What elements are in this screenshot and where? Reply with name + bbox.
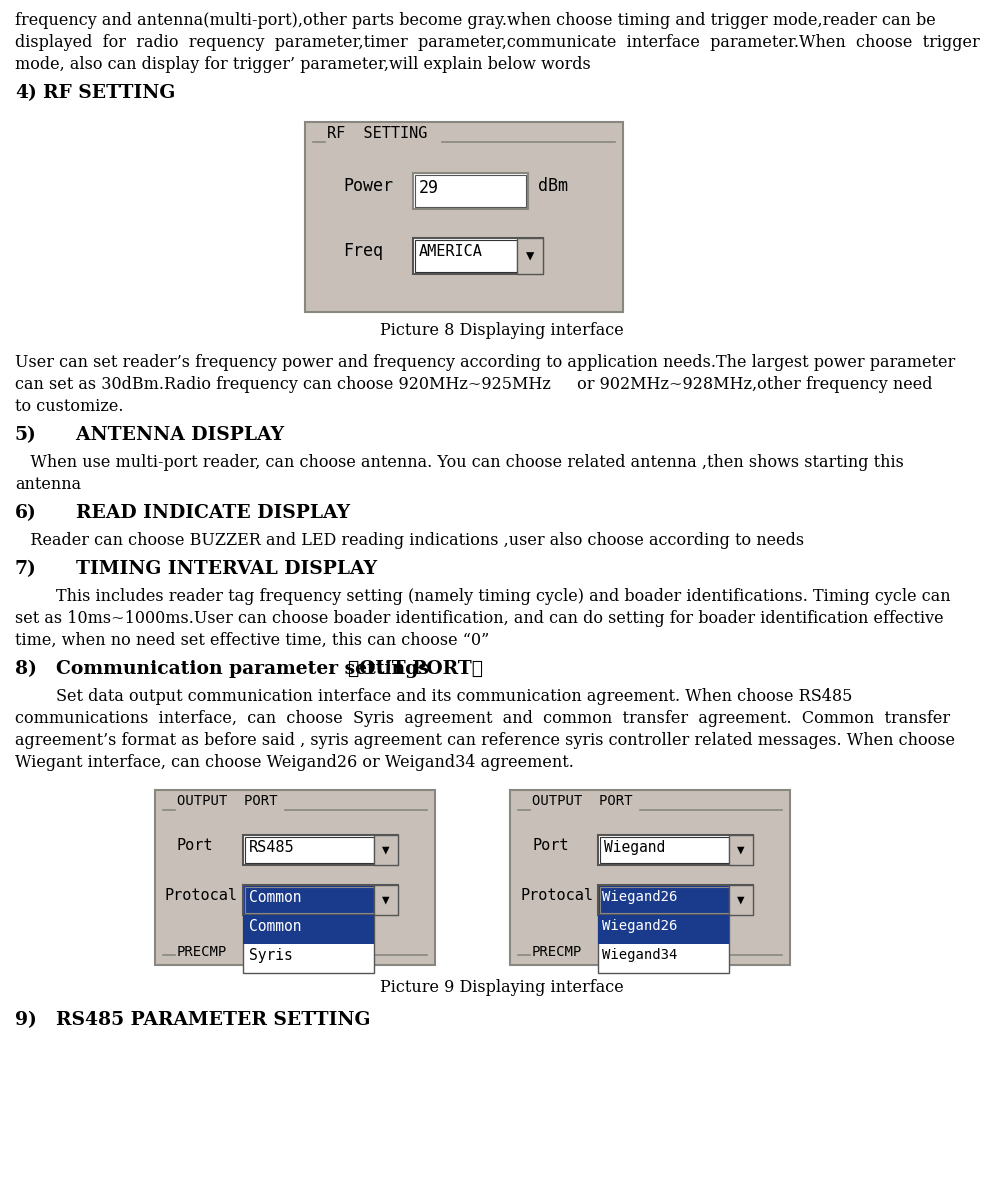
Text: Wiegand26: Wiegand26	[602, 890, 677, 904]
Text: ▼: ▼	[736, 894, 744, 907]
Text: Reader can choose BUZZER and LED reading indications ,user also choose according: Reader can choose BUZZER and LED reading…	[15, 532, 803, 549]
Text: ▼: ▼	[736, 844, 744, 857]
Text: time, when no need set effective time, this can choose “0”: time, when no need set effective time, t…	[15, 632, 488, 649]
Text: agreement’s format as before said , syris agreement can reference syris controll: agreement’s format as before said , syri…	[15, 732, 954, 749]
Text: RS485 PARAMETER SETTING: RS485 PARAMETER SETTING	[43, 1012, 370, 1029]
Bar	[600, 837, 728, 863]
Text: Wiegand: Wiegand	[604, 840, 665, 854]
Text: Protocal: Protocal	[164, 888, 238, 903]
Text: 9): 9)	[15, 1012, 37, 1029]
Text: Wiegand26: Wiegand26	[602, 919, 677, 933]
Bar	[412, 173, 528, 209]
Text: PRECMP: PRECMP	[532, 945, 582, 959]
Bar	[243, 915, 374, 973]
Text: ▼: ▼	[382, 844, 389, 857]
Bar	[245, 887, 374, 913]
Bar	[598, 915, 728, 973]
Text: Picture 9 Displaying interface: Picture 9 Displaying interface	[380, 979, 623, 996]
Text: mode, also can display for trigger’ parameter,will explain below words: mode, also can display for trigger’ para…	[15, 56, 590, 73]
Text: PRECMP: PRECMP	[177, 945, 227, 959]
Text: RF  SETTING: RF SETTING	[327, 126, 427, 140]
Bar	[412, 238, 543, 274]
Text: RS485: RS485	[249, 840, 294, 854]
Text: to customize.: to customize.	[15, 397, 123, 415]
Text: Power: Power	[343, 177, 392, 195]
Text: Port: Port	[177, 838, 214, 853]
Text: When use multi-port reader, can choose antenna. You can choose related antenna ,: When use multi-port reader, can choose a…	[15, 455, 903, 471]
Bar	[600, 887, 728, 913]
Bar	[305, 123, 623, 312]
Text: ▼: ▼	[382, 894, 389, 907]
Text: OUTPUT  PORT: OUTPUT PORT	[532, 794, 632, 808]
Text: Syris: Syris	[249, 948, 293, 963]
Text: ▼: ▼	[526, 249, 534, 263]
Bar	[728, 885, 752, 915]
Bar	[243, 835, 397, 865]
Text: AMERICA: AMERICA	[418, 244, 482, 259]
Text: Protocal: Protocal	[520, 888, 593, 903]
Bar	[517, 238, 543, 274]
Bar	[374, 835, 397, 865]
Text: Communication parameter settings: Communication parameter settings	[43, 660, 428, 678]
Text: Common: Common	[249, 919, 301, 934]
Bar	[414, 240, 517, 273]
Text: Set data output communication interface and its communication agreement. When ch: Set data output communication interface …	[15, 688, 852, 704]
Text: Wiegand34: Wiegand34	[602, 948, 677, 962]
Bar	[243, 915, 374, 944]
Text: READ INDICATE DISPLAY: READ INDICATE DISPLAY	[50, 505, 350, 522]
Bar	[154, 790, 434, 965]
Text: antenna: antenna	[15, 476, 81, 493]
Bar	[414, 175, 526, 207]
Bar	[598, 835, 752, 865]
Text: ANTENNA DISPLAY: ANTENNA DISPLAY	[50, 426, 284, 444]
Text: 29: 29	[418, 178, 438, 198]
Text: can set as 30dBm.Radio frequency can choose 920MHz~925MHz   or 902MHz~928MHz,oth: can set as 30dBm.Radio frequency can cho…	[15, 376, 932, 393]
Text: TIMING INTERVAL DISPLAY: TIMING INTERVAL DISPLAY	[50, 560, 377, 578]
Text: 6): 6)	[15, 505, 37, 522]
Bar	[243, 885, 397, 915]
Text: communications  interface,  can  choose  Syris  agreement  and  common  transfer: communications interface, can choose Syr…	[15, 710, 949, 727]
Bar	[245, 837, 374, 863]
Text: dBm: dBm	[538, 177, 568, 195]
Text: RF SETTING: RF SETTING	[43, 84, 176, 102]
Bar	[728, 835, 752, 865]
Text: 7): 7)	[15, 560, 37, 578]
Text: （OUT PORT）: （OUT PORT）	[348, 660, 482, 678]
Text: 5): 5)	[15, 426, 37, 444]
Bar	[598, 915, 728, 944]
Bar	[374, 885, 397, 915]
Bar	[598, 885, 752, 915]
Text: frequency and antenna(multi-port),other parts become gray.when choose timing and: frequency and antenna(multi-port),other …	[15, 12, 935, 29]
Text: 4): 4)	[15, 84, 37, 102]
Text: Freq: Freq	[343, 242, 382, 259]
Text: Port: Port	[532, 838, 568, 853]
Text: 8): 8)	[15, 660, 37, 678]
Text: set as 10ms~1000ms.User can choose boader identification, and can do setting for: set as 10ms~1000ms.User can choose boade…	[15, 610, 943, 627]
Text: User can set reader’s frequency power and frequency according to application nee: User can set reader’s frequency power an…	[15, 353, 954, 371]
Bar	[510, 790, 789, 965]
Text: OUTPUT  PORT: OUTPUT PORT	[177, 794, 277, 808]
Text: Wiegant interface, can choose Weigand26 or Weigand34 agreement.: Wiegant interface, can choose Weigand26 …	[15, 754, 574, 771]
Text: Common: Common	[249, 890, 301, 906]
Text: Picture 8 Displaying interface: Picture 8 Displaying interface	[380, 322, 623, 339]
Text: displayed  for  radio  requency  parameter,timer  parameter,communicate  interfa: displayed for radio requency parameter,t…	[15, 35, 979, 51]
Text: This includes reader tag frequency setting (namely timing cycle) and boader iden: This includes reader tag frequency setti…	[15, 588, 950, 605]
